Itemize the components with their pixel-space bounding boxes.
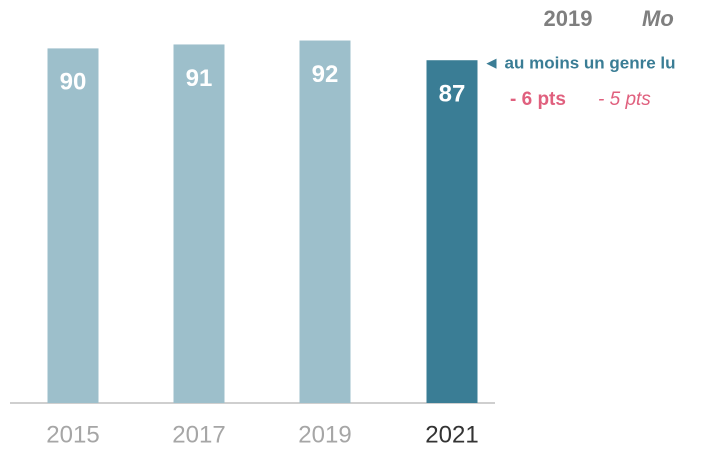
- value-label: 87: [439, 81, 466, 108]
- value-label: 92: [312, 61, 339, 88]
- x-tick-label: 2021: [425, 421, 478, 448]
- x-tick-label: 2015: [46, 421, 99, 448]
- x-tick-label: 2017: [172, 421, 225, 448]
- bar: [173, 44, 225, 404]
- annotation: - 6 pts: [510, 89, 566, 110]
- bar: [426, 60, 478, 403]
- annotation: 2019: [544, 6, 593, 31]
- annotation: - 5 pts: [598, 89, 651, 110]
- bar: [299, 40, 351, 404]
- value-label: 90: [60, 69, 87, 96]
- annotation: Mo: [642, 6, 674, 31]
- x-tick-label: 2019: [298, 421, 351, 448]
- value-label: 91: [186, 65, 213, 92]
- annotation: ◄ au moins un genre lu: [483, 53, 676, 72]
- bar: [47, 48, 99, 404]
